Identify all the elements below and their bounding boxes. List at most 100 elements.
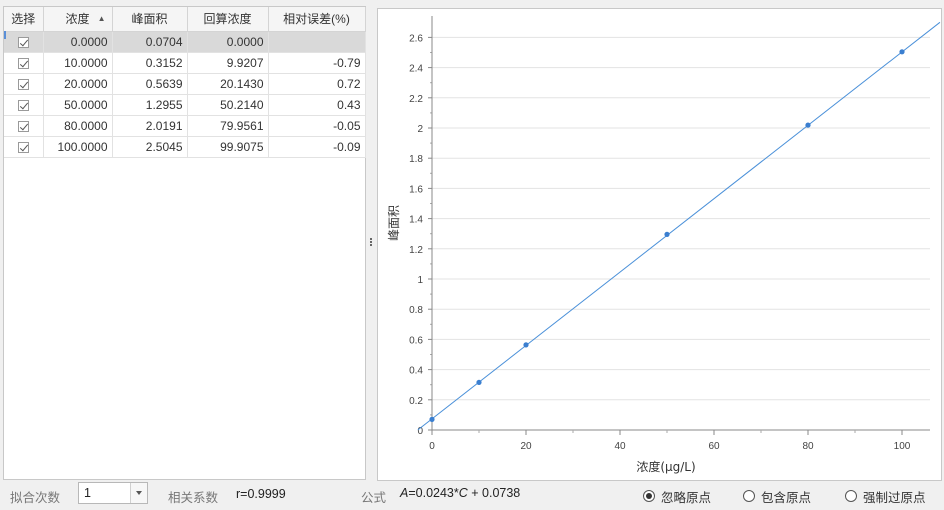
back-calc-cell[interactable]: 50.2140 [187, 94, 269, 116]
concentration-cell[interactable]: 0.0000 [43, 31, 113, 53]
table-row[interactable]: 10.0000 0.3152 9.9207 -0.79 [4, 52, 366, 74]
calibration-table: 选择 浓度 ▲ 峰面积 回算浓度 相对误差(%) 0.0000 0.0704 0.… [4, 7, 366, 158]
panel-splitter-handle[interactable] [368, 237, 374, 249]
bottom-toolbar: 拟合次数 1 相关系数 r=0.9999 公式 A=0.0243*C + 0.0… [0, 481, 944, 510]
col-header-back-calc[interactable]: 回算浓度 [187, 7, 269, 32]
data-point [476, 379, 482, 386]
row-checkbox[interactable] [17, 57, 29, 69]
x-tick-label: 80 [802, 441, 814, 452]
formula-var-c: C [458, 486, 468, 500]
peak-area-cell[interactable]: 0.3152 [112, 52, 188, 74]
y-tick-label: 1 [417, 275, 423, 286]
peak-area-cell[interactable]: 1.2955 [112, 94, 188, 116]
formula-intercept: + 0.0738 [467, 486, 521, 500]
data-point [805, 122, 811, 128]
peak-area-cell[interactable]: 0.5639 [112, 73, 188, 95]
radio-ignore-origin[interactable]: 忽略原点 [643, 488, 711, 505]
col-header-select[interactable]: 选择 [4, 7, 44, 32]
row-checkbox[interactable] [17, 36, 29, 48]
formula-var-a: A [400, 486, 409, 500]
table-row[interactable]: 100.0000 2.5045 99.9075 -0.09 [4, 136, 366, 158]
row-select-cell[interactable] [4, 52, 44, 74]
row-select-cell[interactable] [4, 73, 44, 95]
data-point [899, 49, 905, 55]
concentration-cell[interactable]: 50.0000 [43, 94, 113, 116]
y-tick-label: 2 [417, 124, 423, 135]
back-calc-cell[interactable]: 0.0000 [187, 31, 269, 53]
x-tick-label: 60 [708, 441, 720, 452]
calibration-curve-chart: 0 0.2 0.4 0.6 0.8 1 1.2 1.4 1.6 1.8 2 2.2 2.4 2.6 0 20 4… [387, 16, 941, 474]
radio-force-origin-label: 强制过原点 [863, 490, 926, 505]
peak-area-cell[interactable]: 2.0191 [112, 115, 188, 137]
radio-force-origin[interactable]: 强制过原点 [845, 488, 926, 505]
y-tick-label: 0.2 [409, 396, 423, 407]
radio-circle[interactable] [845, 490, 857, 502]
col-header-concentration[interactable]: 浓度 ▲ [43, 7, 113, 32]
radio-circle[interactable] [643, 490, 655, 502]
table-row[interactable]: 20.0000 0.5639 20.1430 0.72 [4, 73, 366, 95]
correlation-label: 相关系数 [168, 491, 219, 505]
fit-line [417, 21, 941, 431]
row-checkbox[interactable] [17, 120, 29, 132]
back-calc-cell[interactable]: 9.9207 [187, 52, 269, 74]
fit-order-value: 1 [84, 486, 91, 500]
x-tick-label: 40 [614, 441, 626, 452]
y-axis-label: 峰面积 [387, 205, 401, 241]
y-tick-label: 2.2 [409, 94, 423, 105]
table-row[interactable]: 50.0000 1.2955 50.2140 0.43 [4, 94, 366, 116]
peak-area-cell[interactable]: 0.0704 [112, 31, 188, 53]
calibration-table-panel: 选择 浓度 ▲ 峰面积 回算浓度 相对误差(%) 0.0000 0.0704 0.… [3, 6, 366, 480]
fit-order-select[interactable]: 1 [78, 482, 148, 504]
relative-error-cell[interactable]: -0.05 [268, 115, 366, 137]
y-tick-label: 0.6 [409, 335, 423, 346]
back-calc-cell[interactable]: 79.9561 [187, 115, 269, 137]
splitter-dot [370, 238, 372, 240]
row-select-cell[interactable] [4, 94, 44, 116]
col-header-peak-area[interactable]: 峰面积 [112, 7, 188, 32]
x-tick-label: 20 [520, 441, 532, 452]
relative-error-cell[interactable] [268, 31, 366, 53]
row-checkbox[interactable] [17, 78, 29, 90]
row-checkbox[interactable] [17, 141, 29, 153]
relative-error-cell[interactable]: 0.43 [268, 94, 366, 116]
x-axis-label: 浓度(μg/L) [636, 459, 695, 474]
concentration-cell[interactable]: 10.0000 [43, 52, 113, 74]
relative-error-cell[interactable]: 0.72 [268, 73, 366, 95]
table-header-row: 选择 浓度 ▲ 峰面积 回算浓度 相对误差(%) [4, 7, 366, 32]
back-calc-cell[interactable]: 20.1430 [187, 73, 269, 95]
concentration-cell[interactable]: 100.0000 [43, 136, 113, 158]
table-row[interactable]: 0.0000 0.0704 0.0000 [4, 31, 366, 53]
col-header-relative-error[interactable]: 相对误差(%) [268, 7, 366, 32]
y-tick-label: 0.8 [409, 305, 423, 316]
data-point [664, 231, 670, 237]
sort-ascending-icon: ▲ [97, 14, 106, 23]
radio-include-origin[interactable]: 包含原点 [743, 488, 812, 505]
col-header-concentration-label: 浓度 [65, 12, 90, 27]
calibration-chart-panel: 0 0.2 0.4 0.6 0.8 1 1.2 1.4 1.6 1.8 2 2.2 2.4 2.6 0 20 4… [377, 8, 942, 481]
relative-error-cell[interactable]: -0.79 [268, 52, 366, 74]
relative-error-cell[interactable]: -0.09 [268, 136, 366, 158]
peak-area-cell[interactable]: 2.5045 [112, 136, 188, 158]
splitter-dot [370, 244, 372, 246]
row-select-cell[interactable] [4, 31, 44, 53]
chevron-down-icon[interactable] [130, 483, 147, 503]
splitter-dot [370, 241, 372, 243]
formula-label: 公式 [361, 491, 387, 505]
row-select-cell[interactable] [4, 115, 44, 137]
data-point [429, 416, 435, 422]
correlation-value: r=0.9999 [236, 487, 286, 501]
radio-include-origin-label: 包含原点 [761, 490, 812, 505]
concentration-cell[interactable]: 20.0000 [43, 73, 113, 95]
row-checkbox[interactable] [17, 99, 29, 111]
x-tick-label: 100 [894, 441, 911, 452]
concentration-cell[interactable]: 80.0000 [43, 115, 113, 137]
formula-value: A=0.0243*C + 0.0738 [400, 486, 520, 500]
y-tick-label: 1.8 [409, 154, 423, 165]
back-calc-cell[interactable]: 99.9075 [187, 136, 269, 158]
table-row[interactable]: 80.0000 2.0191 79.9561 -0.05 [4, 115, 366, 137]
y-tick-label: 2.4 [409, 64, 423, 75]
formula-slope: =0.0243* [408, 486, 459, 500]
data-point [523, 342, 529, 348]
row-select-cell[interactable] [4, 136, 44, 158]
radio-circle[interactable] [743, 490, 755, 502]
